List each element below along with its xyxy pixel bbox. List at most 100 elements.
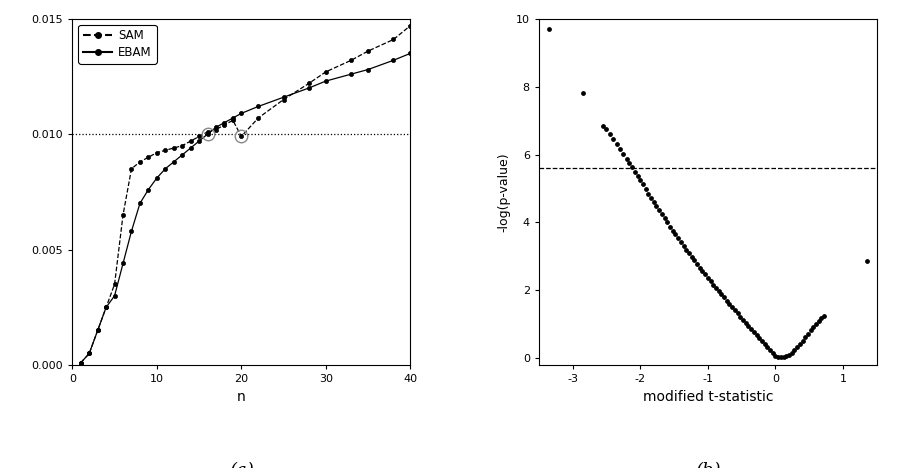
Point xyxy=(697,271,712,278)
Point xyxy=(681,249,695,257)
Point xyxy=(800,330,815,337)
SAM xyxy=(109,281,120,287)
SAM xyxy=(92,328,103,333)
SAM xyxy=(346,58,357,63)
EBAM xyxy=(253,103,264,109)
SAM xyxy=(405,23,415,29)
Text: (b): (b) xyxy=(694,462,720,468)
Point xyxy=(638,185,652,193)
EBAM xyxy=(160,166,171,172)
Point xyxy=(667,231,682,238)
Point xyxy=(811,317,825,325)
SAM xyxy=(278,97,289,102)
Point xyxy=(721,300,736,307)
Point xyxy=(803,327,817,334)
EBAM xyxy=(92,328,103,333)
Point xyxy=(651,206,666,214)
SAM xyxy=(362,48,373,54)
SAM xyxy=(253,115,264,121)
SAM xyxy=(320,69,330,74)
Point xyxy=(541,25,555,33)
SAM xyxy=(160,147,171,153)
SAM xyxy=(236,134,247,139)
Point xyxy=(643,194,657,202)
Line: EBAM: EBAM xyxy=(79,51,412,365)
SAM xyxy=(303,80,314,86)
SAM xyxy=(168,145,179,151)
Point xyxy=(703,278,717,285)
EBAM xyxy=(228,115,238,121)
Point xyxy=(640,190,655,197)
Point xyxy=(621,159,636,167)
Point xyxy=(743,325,758,333)
Point xyxy=(765,350,779,357)
Point xyxy=(684,253,698,261)
X-axis label: modified t-statistic: modified t-statistic xyxy=(642,390,772,403)
Point xyxy=(754,337,768,345)
Point xyxy=(816,312,831,320)
Point xyxy=(694,267,709,275)
Point xyxy=(808,320,823,327)
EBAM xyxy=(362,67,373,73)
EBAM xyxy=(202,132,213,137)
EBAM xyxy=(143,187,154,192)
SAM xyxy=(210,127,221,132)
Point xyxy=(805,323,820,331)
Point xyxy=(770,353,785,360)
Point xyxy=(724,304,739,311)
Point xyxy=(787,346,801,354)
SAM xyxy=(151,150,162,155)
Point xyxy=(711,287,725,295)
Point xyxy=(746,329,760,336)
EBAM xyxy=(126,228,136,234)
EBAM xyxy=(320,78,330,84)
SAM xyxy=(117,212,128,218)
Point xyxy=(678,246,693,253)
SAM xyxy=(387,37,398,42)
EBAM xyxy=(236,110,247,116)
Point xyxy=(859,258,873,265)
EBAM xyxy=(278,95,289,100)
SAM xyxy=(177,143,188,148)
EBAM xyxy=(210,124,221,130)
Point xyxy=(624,164,638,171)
SAM xyxy=(126,166,136,172)
Point xyxy=(705,281,720,288)
Point xyxy=(670,234,684,242)
Point xyxy=(713,291,728,298)
Point xyxy=(716,294,731,301)
Point xyxy=(689,260,703,268)
Point xyxy=(648,202,663,210)
Point xyxy=(616,150,630,158)
Point xyxy=(784,349,798,357)
Point xyxy=(759,344,774,351)
EBAM xyxy=(75,360,86,366)
Point xyxy=(773,353,787,361)
Point xyxy=(659,219,674,226)
Point xyxy=(686,257,701,264)
EBAM xyxy=(135,201,145,206)
SAM xyxy=(143,154,154,160)
Point xyxy=(599,125,613,133)
Point xyxy=(738,319,752,327)
Point xyxy=(792,340,806,348)
Line: SAM: SAM xyxy=(79,23,412,365)
Point xyxy=(605,136,619,143)
Point xyxy=(778,352,793,360)
SAM xyxy=(75,360,86,366)
Point xyxy=(665,227,679,234)
SAM xyxy=(219,122,229,128)
Point xyxy=(768,352,782,359)
Point xyxy=(632,176,647,184)
Point xyxy=(708,284,722,292)
Point xyxy=(692,264,706,271)
Point xyxy=(602,131,617,138)
SAM xyxy=(228,117,238,123)
Point xyxy=(629,172,644,179)
EBAM xyxy=(185,145,196,151)
Point xyxy=(732,313,747,321)
Point xyxy=(673,238,687,246)
SAM xyxy=(185,138,196,144)
EBAM xyxy=(219,120,229,125)
Point xyxy=(751,335,766,342)
